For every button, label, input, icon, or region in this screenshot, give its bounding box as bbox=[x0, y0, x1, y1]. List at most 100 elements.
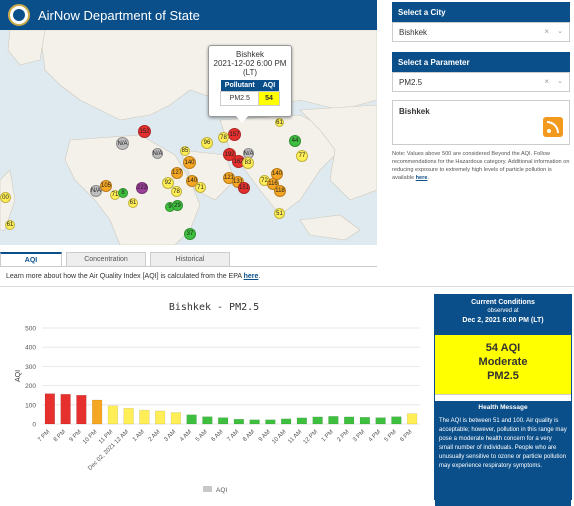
popup-tip bbox=[236, 116, 248, 123]
rss-feed-icon[interactable] bbox=[543, 117, 563, 137]
map-marker[interactable]: 105 bbox=[100, 180, 112, 192]
x-tick-label: 7 AM bbox=[226, 429, 240, 443]
bar bbox=[249, 419, 260, 425]
city-select-panel: Select a City Bishkek × ⌄ bbox=[392, 2, 570, 42]
map-marker[interactable]: 44 bbox=[289, 135, 301, 147]
map-marker[interactable]: 61 bbox=[275, 118, 284, 127]
chart-tabs: AQI Concentration Historical bbox=[0, 252, 377, 267]
chart-title: Bishkek - PM2.5 bbox=[169, 302, 259, 313]
map-marker[interactable]: 37 bbox=[184, 228, 196, 240]
bar bbox=[107, 405, 119, 425]
x-tick-label: 8 PM bbox=[53, 429, 67, 443]
city-panel-name: Bishkek bbox=[399, 107, 430, 116]
health-message-title: Health Message bbox=[435, 401, 571, 414]
current-aqi: 54 AQI bbox=[485, 342, 521, 354]
map-marker[interactable]: 77 bbox=[296, 150, 308, 162]
bar bbox=[186, 414, 197, 425]
x-tick-label: 9 AM bbox=[258, 429, 272, 443]
bar bbox=[217, 417, 229, 425]
map-marker[interactable]: 140 bbox=[183, 156, 196, 169]
map-marker[interactable]: N/A bbox=[152, 148, 163, 159]
map-marker[interactable]: 29 bbox=[172, 200, 183, 211]
map-land bbox=[0, 30, 377, 245]
popup-col-pollutant: Pollutant bbox=[220, 80, 259, 92]
x-tick-label: 10 PM bbox=[82, 429, 99, 446]
bar bbox=[170, 412, 182, 425]
map-marker[interactable]: 61 bbox=[128, 198, 138, 208]
map-marker[interactable]: 71 bbox=[195, 182, 206, 193]
y-tick-label: 100 bbox=[25, 402, 36, 409]
city-panel: Bishkek bbox=[392, 100, 570, 145]
bar bbox=[359, 417, 371, 425]
learn-here-link[interactable]: here bbox=[243, 273, 259, 280]
map-marker[interactable]: 223 bbox=[136, 182, 148, 194]
popup-table: Pollutant AQI PM2.5 54 bbox=[220, 80, 280, 106]
aqi-note: Note: Values above 500 are considered Be… bbox=[392, 151, 570, 181]
map-marker[interactable]: 61 bbox=[5, 220, 15, 230]
world-map[interactable]: 157 78 61 152 N/A N/A 85 140 96 192 162 … bbox=[0, 30, 377, 245]
map-marker[interactable]: 51 bbox=[274, 208, 285, 219]
current-conditions-title: Current Conditions bbox=[471, 299, 535, 306]
observed-datetime: Dec 2, 2021 6:00 PM (LT) bbox=[462, 317, 544, 324]
x-tick-label: 1 PM bbox=[321, 429, 335, 443]
map-marker[interactable]: 85 bbox=[180, 146, 190, 156]
app-header: AirNow Department of State bbox=[0, 0, 377, 30]
bar bbox=[91, 399, 103, 425]
tab-historical[interactable]: Historical bbox=[150, 252, 230, 266]
x-tick-label: 2 AM bbox=[148, 429, 162, 443]
x-tick-label: 2 PM bbox=[336, 429, 350, 443]
current-pollutant: PM2.5 bbox=[487, 370, 519, 382]
tab-concentration[interactable]: Concentration bbox=[66, 252, 146, 266]
current-conditions-header: Current Conditions observed at Dec 2, 20… bbox=[435, 295, 571, 335]
department-seal-icon bbox=[8, 4, 30, 26]
map-marker[interactable]: 118 bbox=[274, 185, 286, 197]
current-aqi-box: 54 AQI Moderate PM2.5 bbox=[435, 335, 571, 395]
x-tick-label: 12 PM bbox=[303, 429, 320, 446]
bar bbox=[202, 416, 213, 425]
observed-label: observed at bbox=[487, 308, 519, 314]
popup-timezone: (LT) bbox=[242, 68, 258, 77]
x-tick-label: 6 PM bbox=[399, 429, 413, 443]
y-tick-label: 200 bbox=[25, 383, 36, 390]
x-tick-label: 4 PM bbox=[368, 429, 382, 443]
map-marker[interactable]: N/A bbox=[116, 137, 129, 150]
bar bbox=[60, 393, 71, 425]
note-here-link[interactable]: here bbox=[415, 175, 428, 181]
map-marker[interactable]: N/A bbox=[90, 185, 102, 197]
chevron-down-icon[interactable]: ⌄ bbox=[557, 78, 563, 85]
clear-icon[interactable]: × bbox=[544, 27, 549, 36]
y-tick-label: 500 bbox=[25, 326, 36, 333]
map-marker[interactable]: 92 bbox=[162, 177, 174, 189]
map-marker[interactable]: 96 bbox=[201, 137, 213, 149]
param-select[interactable]: PM2.5 × ⌄ bbox=[392, 72, 570, 92]
bar bbox=[76, 394, 87, 425]
popup-aqi: 54 bbox=[258, 91, 280, 106]
map-marker[interactable]: 78 bbox=[171, 186, 182, 197]
city-select[interactable]: Bishkek × ⌄ bbox=[392, 22, 570, 42]
x-tick-label: 9 PM bbox=[69, 429, 83, 443]
map-marker[interactable]: 151 bbox=[238, 182, 250, 194]
map-popup: Bishkek 2021-12-02 6:00 PM (LT) Pollutan… bbox=[208, 45, 292, 117]
x-tick-label: 11 AM bbox=[287, 429, 303, 445]
map-marker[interactable]: 8 bbox=[118, 188, 128, 198]
current-category: Moderate bbox=[478, 356, 528, 368]
map-marker[interactable]: 157 bbox=[228, 128, 241, 141]
health-message-text: The AQI is between 51 and 100. Air quali… bbox=[435, 414, 571, 506]
city-select-value: Bishkek bbox=[399, 28, 428, 37]
map-marker[interactable]: 152 bbox=[138, 125, 151, 138]
x-tick-label: 3 AM bbox=[163, 429, 177, 443]
bar bbox=[265, 419, 276, 425]
map-marker[interactable]: 127 bbox=[171, 167, 183, 179]
chevron-down-icon[interactable]: ⌄ bbox=[557, 28, 563, 35]
map-marker[interactable]: 78 bbox=[218, 132, 229, 143]
current-conditions: Current Conditions observed at Dec 2, 20… bbox=[434, 294, 572, 506]
tab-aqi[interactable]: AQI bbox=[0, 252, 62, 266]
map-marker[interactable]: 00 bbox=[0, 192, 11, 203]
bar bbox=[391, 416, 402, 425]
bar bbox=[328, 416, 339, 425]
clear-icon[interactable]: × bbox=[544, 77, 549, 86]
city-select-title: Select a City bbox=[392, 2, 570, 22]
map-marker[interactable]: 83 bbox=[242, 157, 254, 169]
popup-pollutant: PM2.5 bbox=[220, 91, 260, 106]
